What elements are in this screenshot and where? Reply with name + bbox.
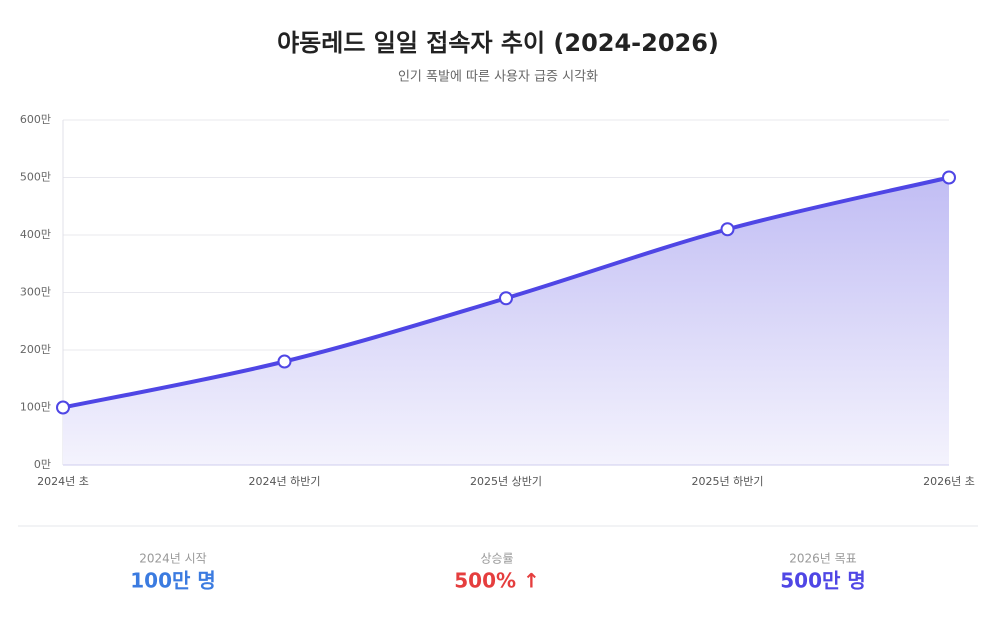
stat-value: 500% ↑: [454, 569, 540, 593]
y-tick-label: 0만: [34, 458, 51, 471]
y-tick-label: 400만: [20, 228, 51, 241]
y-tick-label: 500만: [20, 171, 51, 184]
x-tick-label: 2025년 하반기: [692, 474, 764, 488]
stat-label: 2024년 시작: [139, 552, 206, 566]
x-tick-label: 2026년 초: [923, 475, 975, 488]
stat-label: 상승률: [480, 552, 513, 566]
point: [720, 222, 735, 237]
y-tick-label: 300만: [20, 286, 51, 299]
x-tick-label: 2024년 하반기: [249, 474, 321, 488]
y-tick-label: 100만: [20, 401, 51, 414]
x-tick-label: 2025년 상반기: [470, 475, 542, 488]
stat-label: 2026년 목표: [789, 552, 856, 566]
y-tick-label: 200만: [20, 343, 51, 356]
stat-value: 100만 명: [130, 569, 216, 593]
point: [942, 170, 956, 185]
area-fill: [63, 177, 949, 465]
point: [277, 354, 292, 369]
chart-title: 야동레드 일일 접속자 추이 (2024-2026): [277, 29, 719, 57]
stat-value: 500만 명: [780, 569, 866, 593]
chart-subtitle: 인기 폭발에 따른 사용자 급증 시각화: [398, 70, 598, 85]
point: [56, 400, 70, 415]
y-tick-label: 600만: [20, 113, 51, 126]
x-tick-label: 2024년 초: [37, 475, 89, 488]
point: [499, 291, 513, 306]
